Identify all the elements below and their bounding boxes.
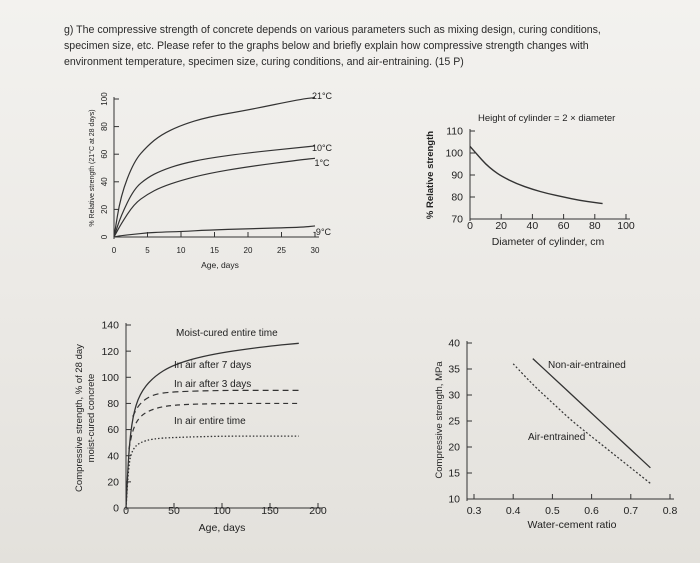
annotation-air-after-3-days: In air after 3 days (174, 379, 251, 390)
annotation-air-after-7-days: In air after 7 days (174, 360, 251, 371)
x-tick-label: 5 (145, 246, 150, 255)
y-tick-label: 35 (448, 364, 460, 376)
y-tick-label: 30 (448, 390, 460, 402)
x-tick-label: 0 (112, 246, 117, 255)
y-axis-label: % Relative strength (425, 131, 436, 219)
annotation-moist-cured: Moist-cured entire time (176, 328, 278, 339)
y-tick-label: 120 (101, 346, 119, 358)
y-tick-label: 60 (107, 424, 119, 436)
x-tick-label: 50 (168, 505, 180, 517)
x-tick-label: 0.5 (545, 505, 560, 517)
y-tick-label: 90 (451, 170, 463, 182)
y-tick-label: 15 (448, 468, 460, 480)
x-tick-label: 20 (244, 246, 253, 255)
y-tick-label: 40 (107, 450, 119, 462)
x-axis-label: Age, days (201, 260, 239, 270)
series-line-21-c (113, 97, 316, 238)
x-axis-label: Age, days (199, 522, 246, 534)
x-tick-label: 0 (123, 505, 129, 517)
x-tick-label: 60 (558, 220, 570, 232)
series-label-non-air-entrained: Non-air-entrained (548, 360, 626, 371)
x-tick-label: 30 (311, 246, 320, 255)
x-tick-label: 100 (213, 505, 231, 517)
y-tick-label: 80 (107, 398, 119, 410)
y-tick-label: 60 (100, 149, 109, 158)
x-tick-label: 20 (495, 220, 507, 232)
x-tick-label: 80 (589, 220, 601, 232)
question-line: environment temperature, specimen size, … (64, 56, 464, 68)
y-tick-label: 100 (445, 148, 463, 160)
y-tick-label: 10 (448, 494, 460, 506)
x-tick-label: 15 (210, 246, 219, 255)
y-tick-label: 40 (100, 177, 109, 186)
x-tick-label: 0 (467, 220, 473, 232)
series-label-10c: 10°C (312, 143, 333, 153)
chart-title: Height of cylinder = 2 × diameter (478, 113, 615, 124)
y-axis-label: moist-cured concrete (86, 374, 97, 463)
series-line-in-air-after-3-days (128, 402, 299, 450)
series-line--9-c (113, 225, 316, 238)
y-axis-label: Compressive strength, MPa (434, 361, 445, 479)
series-line-air-entrained (512, 363, 651, 484)
x-tick-label: 25 (277, 246, 286, 255)
x-axis-label: Water-cement ratio (528, 519, 617, 531)
series-label-1c: 1°C (314, 158, 330, 168)
question-line: g) The compressive strength of concrete … (64, 24, 601, 36)
y-tick-label: 40 (448, 338, 460, 350)
question-line: specimen size, etc. Please refer to the … (64, 40, 589, 52)
y-tick-label: 140 (101, 320, 119, 332)
x-tick-label: 0.6 (584, 505, 599, 517)
series-line-main (469, 145, 603, 205)
y-tick-label: 20 (107, 477, 119, 489)
series-line-10-c (113, 145, 316, 238)
y-tick-label: 110 (446, 126, 463, 138)
annotation-air-entire-time: In air entire time (174, 416, 246, 427)
x-tick-label: 0.4 (506, 505, 521, 517)
y-tick-label: 20 (448, 442, 460, 454)
x-axis-label: Diameter of cylinder, cm (492, 236, 605, 248)
y-axis-label: % Relative strength (21°C at 28 days) (88, 109, 96, 226)
y-tick-label: 0 (100, 234, 109, 239)
x-tick-label: 40 (527, 220, 539, 232)
series-line-non-air-entrained (532, 358, 651, 469)
y-tick-label: 70 (451, 214, 463, 226)
series-line-in-air-after-7-days (132, 389, 299, 417)
series-label-minus-9c: -9°C (313, 227, 332, 237)
series-label-air-entrained: Air-entrained (528, 432, 585, 443)
x-tick-label: 10 (177, 246, 186, 255)
y-tick-label: 80 (100, 122, 109, 131)
y-axis-label: Compressive strength, % of 28 day (74, 344, 85, 492)
series-line-moist-cured-entire-time (125, 342, 299, 509)
question-text: g) The compressive strength of concrete … (64, 22, 684, 70)
series-line-in-air-entire-time (125, 435, 299, 509)
x-tick-label: 0.8 (663, 505, 678, 517)
series-label-21c: 21°C (312, 91, 333, 101)
y-tick-label: 100 (100, 92, 109, 106)
y-tick-label: 25 (448, 416, 460, 428)
y-tick-label: 20 (100, 204, 109, 213)
y-tick-label: 100 (101, 372, 119, 384)
x-tick-label: 0.3 (467, 505, 482, 517)
x-tick-label: 0.7 (623, 505, 638, 517)
x-tick-label: 200 (309, 505, 327, 517)
y-tick-label: 0 (113, 503, 119, 515)
y-tick-label: 80 (451, 192, 463, 204)
x-tick-label: 150 (261, 505, 279, 517)
series-line-1-c (113, 157, 316, 238)
x-tick-label: 100 (617, 220, 635, 232)
